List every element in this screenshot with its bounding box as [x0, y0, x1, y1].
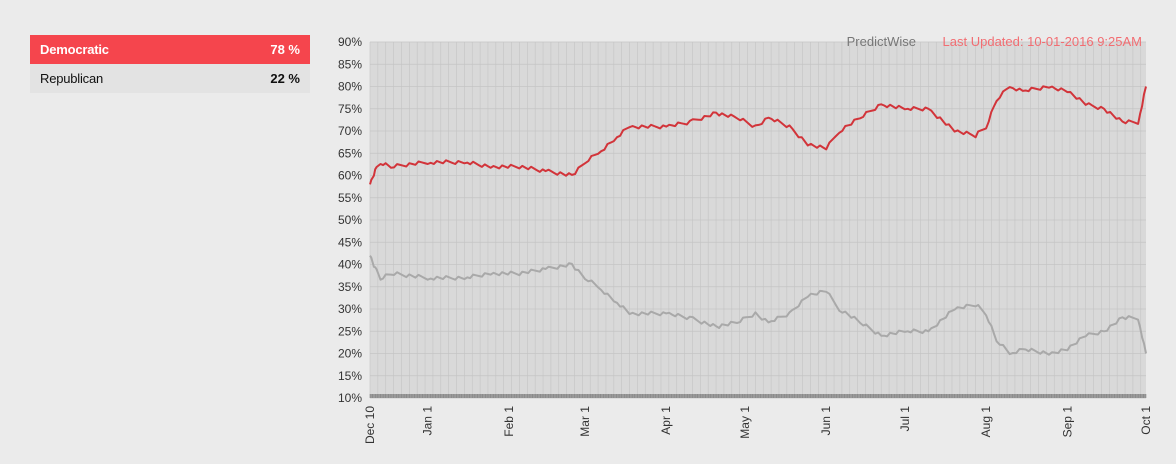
x-tick-label: Mar 1	[578, 406, 592, 437]
series-line-republican	[369, 255, 1147, 356]
axes: 90% 85% 80% 75% 70% 65% 60% 55% 50% 45% 40% 35% 30% 2…	[338, 35, 1153, 444]
x-tick-label: Oct 1	[1139, 406, 1153, 435]
last-updated-label: Last Updated: 10-01-2016 9:25AM	[943, 34, 1142, 49]
x-tick-label: Dec 10	[363, 406, 377, 444]
y-tick-label: 40%	[338, 258, 362, 272]
odds-table: Democratic 78 % Republican 22 %	[30, 35, 310, 93]
y-tick-label: 30%	[338, 302, 362, 316]
y-tick-label: 60%	[338, 169, 362, 183]
y-tick-label: 75%	[338, 102, 362, 116]
x-tick-label: Feb 1	[502, 406, 516, 437]
x-tick-label: Jun 1	[819, 406, 833, 436]
y-tick-label: 85%	[338, 57, 362, 71]
y-tick-label: 50%	[338, 213, 362, 227]
series-line-democratic	[369, 85, 1147, 185]
x-tick-label: Jul 1	[898, 406, 912, 432]
y-tick-label: 65%	[338, 146, 362, 160]
x-tick-label: Aug 1	[979, 406, 993, 438]
odds-row-democratic[interactable]: Democratic 78 %	[30, 35, 310, 64]
x-tick-label: Sep 1	[1060, 406, 1074, 438]
party-odds: 22 %	[270, 71, 300, 86]
y-tick-label: 25%	[338, 324, 362, 338]
x-tick-label: Jan 1	[421, 406, 435, 436]
y-tick-label: 55%	[338, 191, 362, 205]
x-tick-label: Apr 1	[659, 406, 673, 435]
y-tick-label: 90%	[338, 35, 362, 49]
y-tick-label: 10%	[338, 391, 362, 405]
y-tick-label: 80%	[338, 80, 362, 94]
party-name: Republican	[40, 71, 104, 86]
party-odds: 78 %	[270, 42, 300, 57]
odds-row-republican[interactable]: Republican 22 %	[30, 64, 310, 93]
party-name: Democratic	[40, 42, 109, 57]
y-tick-label: 70%	[338, 124, 362, 138]
y-tick-label: 35%	[338, 280, 362, 294]
y-tick-label: 45%	[338, 235, 362, 249]
chart-brand: PredictWise	[847, 34, 916, 49]
x-tick-label: May 1	[738, 406, 752, 439]
y-tick-label: 15%	[338, 369, 362, 383]
series-lines	[369, 85, 1147, 356]
y-tick-label: 20%	[338, 347, 362, 361]
grid-lines	[369, 41, 1146, 399]
